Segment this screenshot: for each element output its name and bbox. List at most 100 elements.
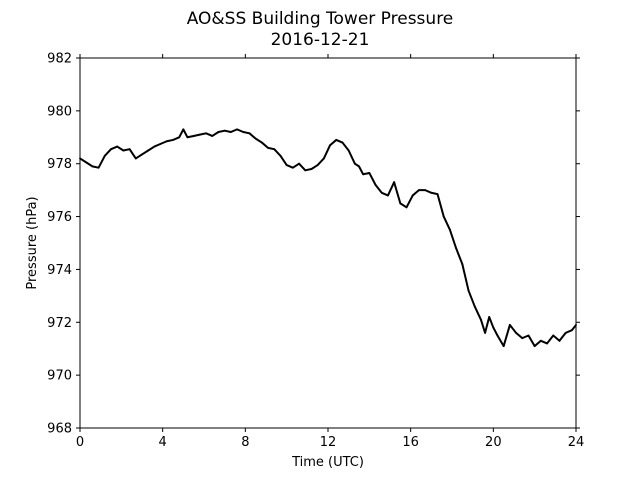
data-point — [217, 131, 220, 133]
data-point — [527, 334, 530, 337]
data-point — [192, 135, 195, 137]
x-tick-label-4: 16 — [402, 435, 419, 450]
data-point — [558, 339, 561, 342]
data-point — [393, 181, 396, 184]
data-point — [248, 132, 251, 135]
data-point — [341, 141, 344, 144]
data-point — [387, 194, 389, 197]
data-point — [533, 345, 536, 347]
data-point — [564, 331, 567, 334]
plot-frame — [79, 57, 577, 429]
ticks-layer: 0 4 8 12 16 20 24 968 970 972 974 976 978 980 982 — [47, 52, 584, 451]
data-point — [380, 191, 383, 194]
data-point — [236, 128, 238, 131]
x-tick-label-1: 4 — [159, 435, 167, 450]
data-point — [546, 342, 548, 345]
data-point — [147, 149, 150, 152]
chart-subtitle: 2016-12-21 — [271, 30, 370, 50]
data-point — [405, 206, 408, 209]
data-point — [368, 172, 371, 174]
data-point — [552, 334, 555, 337]
data-point — [291, 166, 294, 169]
data-point — [205, 132, 207, 135]
data-point — [103, 154, 106, 157]
series-line-0 — [79, 128, 577, 348]
data-point — [322, 157, 325, 160]
data-point — [374, 183, 377, 186]
data-point — [122, 149, 125, 152]
data-point — [116, 145, 119, 148]
x-tick-label-0: 0 — [76, 435, 84, 450]
data-point — [335, 139, 338, 141]
data-point — [515, 331, 517, 334]
data-point — [399, 202, 402, 205]
data-point — [424, 189, 427, 192]
x-tick-label-6: 24 — [568, 435, 585, 450]
data-point — [304, 169, 307, 172]
data-point — [128, 148, 131, 151]
data-point — [153, 145, 156, 148]
data-point — [488, 316, 491, 318]
data-point — [496, 334, 499, 337]
data-point — [508, 324, 511, 326]
data-point — [310, 168, 313, 170]
data-point — [223, 129, 226, 132]
data-point — [229, 131, 232, 133]
data-point — [279, 154, 282, 157]
data-point — [172, 139, 174, 141]
data-point — [97, 166, 100, 169]
y-axis-label: Pressure (hPa) — [25, 196, 40, 289]
data-point — [260, 141, 263, 144]
data-point — [467, 289, 470, 292]
data-point — [186, 136, 189, 139]
data-layer — [79, 128, 577, 348]
y-tick-label-1: 970 — [47, 369, 72, 384]
x-tick-label-2: 8 — [241, 435, 249, 450]
x-axis-label: Time (UTC) — [291, 455, 364, 470]
data-point — [570, 329, 573, 332]
data-point — [455, 247, 458, 250]
data-point — [473, 305, 476, 308]
data-point — [91, 165, 94, 168]
data-point — [165, 140, 168, 143]
data-point — [502, 345, 505, 347]
y-tick-label-6: 980 — [47, 104, 72, 119]
data-point — [110, 148, 112, 151]
data-point — [492, 326, 495, 329]
data-point — [521, 337, 524, 340]
data-point — [85, 161, 88, 164]
y-tick-label-2: 972 — [47, 316, 72, 331]
data-point — [411, 194, 414, 197]
data-point — [178, 136, 181, 139]
y-tick-label-4: 976 — [47, 210, 72, 225]
data-point — [484, 331, 486, 334]
data-point — [254, 137, 257, 140]
data-point — [182, 128, 185, 131]
x-tick-label-3: 12 — [320, 435, 337, 450]
data-point — [329, 144, 331, 147]
data-point — [418, 189, 420, 192]
chart-title: AO&SS Building Tower Pressure — [187, 9, 454, 29]
data-point — [273, 148, 276, 151]
data-point — [442, 215, 445, 218]
data-point — [198, 133, 201, 136]
data-point — [141, 153, 143, 156]
data-point — [159, 142, 162, 145]
data-point — [316, 164, 319, 166]
data-point — [211, 135, 214, 137]
x-tick-label-5: 20 — [485, 435, 502, 450]
data-point — [285, 164, 288, 166]
data-point — [267, 146, 269, 149]
data-point — [430, 191, 433, 194]
y-tick-label-3: 974 — [47, 263, 72, 278]
data-point — [134, 157, 137, 160]
y-tick-label-5: 978 — [47, 157, 72, 172]
y-tick-label-0: 968 — [47, 422, 72, 437]
data-point — [298, 162, 300, 165]
data-point — [353, 162, 356, 165]
data-point — [539, 339, 542, 342]
data-point — [480, 318, 482, 321]
data-point — [358, 165, 360, 168]
